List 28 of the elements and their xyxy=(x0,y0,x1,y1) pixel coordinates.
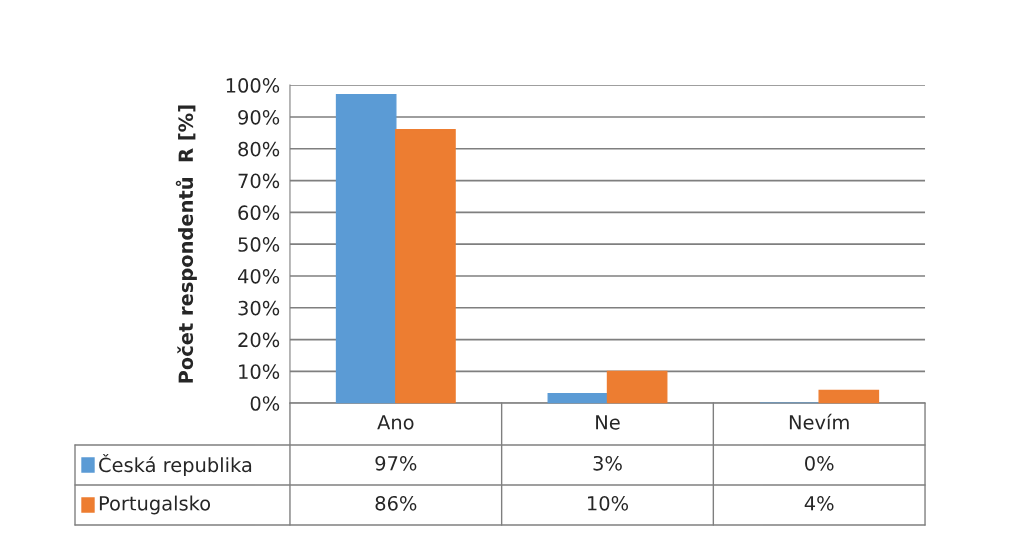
legend-label: Portugalsko xyxy=(99,495,211,515)
bar xyxy=(395,128,456,404)
y-tick-label: 60% xyxy=(238,205,280,221)
y-tick-label: 10% xyxy=(239,364,280,380)
data-label: 97% xyxy=(375,455,417,471)
data-label: 10% xyxy=(588,495,629,511)
y-tick-label: 50% xyxy=(238,237,280,252)
y-tick-label: 40% xyxy=(237,268,280,284)
data-label: 3% xyxy=(593,455,622,471)
y-tick-label: 100% xyxy=(226,78,280,93)
x-tick-label: Ne xyxy=(596,415,620,430)
bar xyxy=(606,370,668,404)
y-tick-label: 80% xyxy=(238,141,280,157)
x-tick-label: Ano xyxy=(377,415,414,430)
bar xyxy=(547,392,609,404)
data-label: 0% xyxy=(805,455,834,471)
bar xyxy=(818,389,880,404)
y-tick-label: 90% xyxy=(238,109,280,125)
data-label: 86% xyxy=(375,495,417,511)
y-axis-title: Počet respondentů R [%] xyxy=(175,105,197,383)
y-tick-label: 20% xyxy=(238,332,280,348)
x-tick-label: Nevím xyxy=(789,413,849,430)
y-tick-label: 30% xyxy=(238,300,280,316)
data-label: 4% xyxy=(804,495,834,511)
legend-label: Česká republika xyxy=(99,453,252,477)
y-tick-label: 70% xyxy=(238,173,280,189)
bar xyxy=(335,94,397,404)
y-tick-label: 0% xyxy=(250,396,280,411)
